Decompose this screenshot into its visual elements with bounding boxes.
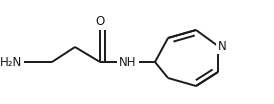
Text: NH: NH <box>119 56 137 69</box>
Text: H₂N: H₂N <box>0 56 22 69</box>
Text: N: N <box>218 40 227 53</box>
Text: O: O <box>95 15 105 28</box>
